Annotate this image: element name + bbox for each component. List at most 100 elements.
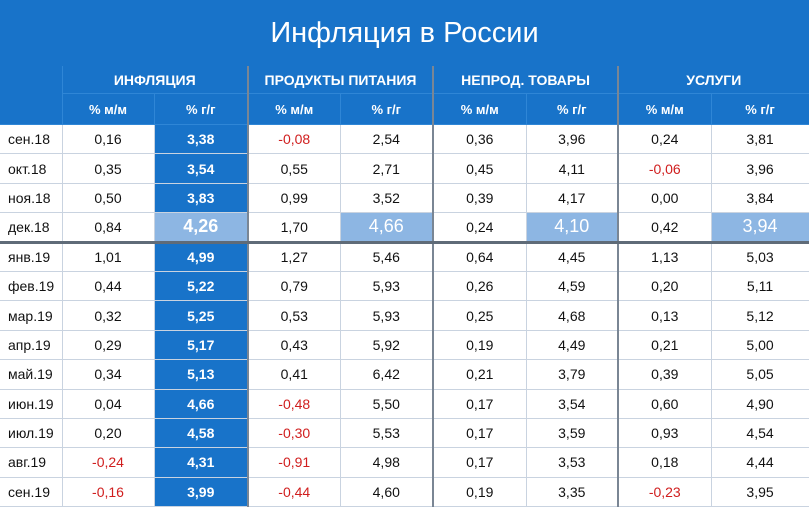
cell-inflation-mm: 0,44 (62, 271, 155, 302)
cell-services-mm: 0,24 (618, 124, 712, 155)
cell-inflation-mm: 0,34 (62, 359, 155, 390)
cell-services-yy: 4,54 (711, 418, 809, 449)
cell-food-mm: 1,27 (248, 242, 341, 272)
table-row: май.19 0,34 5,13 0,41 6,42 0,21 3,79 0,39 5,05 (0, 359, 809, 390)
cell-inflation-yy: 3,54 (154, 153, 250, 184)
cell-nonfood-mm: 0,17 (433, 447, 527, 478)
cell-nonfood-mm: 0,21 (433, 359, 527, 390)
cell-food-yy: 5,46 (340, 242, 435, 272)
cell-services-mm: 0,42 (618, 212, 712, 244)
subheader-mm: % м/м (248, 93, 341, 125)
cell-inflation-mm: 0,50 (62, 183, 155, 214)
cell-nonfood-yy: 4,11 (526, 153, 620, 184)
cell-services-yy: 5,03 (711, 242, 809, 272)
cell-food-yy: 2,54 (340, 124, 435, 155)
cell-services-yy: 5,12 (711, 300, 809, 331)
cell-month-label: дек.18 (0, 212, 63, 244)
table-row: ноя.18 0,50 3,83 0,99 3,52 0,39 4,17 0,00 3,84 (0, 183, 809, 214)
cell-services-mm: 0,39 (618, 359, 712, 390)
cell-nonfood-mm: 0,17 (433, 389, 527, 419)
table-row: июл.19 0,20 4,58 -0,30 5,53 0,17 3,59 0,93 4,54 (0, 418, 809, 449)
cell-month-label: янв.19 (0, 242, 63, 272)
cell-month-label: июн.19 (0, 389, 63, 419)
cell-inflation-yy: 3,83 (154, 183, 250, 214)
cell-inflation-yy: 5,13 (154, 359, 250, 390)
cell-nonfood-yy: 3,35 (526, 477, 620, 507)
cell-services-mm: 0,13 (618, 300, 712, 331)
cell-nonfood-yy: 3,59 (526, 418, 620, 449)
subheader-yy: % г/г (154, 93, 250, 125)
cell-month-label: мар.19 (0, 300, 63, 331)
cell-food-mm: -0,08 (248, 124, 341, 155)
cell-food-mm: 0,41 (248, 359, 341, 390)
cell-month-label: окт.18 (0, 153, 63, 184)
table-row: сен.19 -0,16 3,99 -0,44 4,60 0,19 3,35 -0,23 3,9… (0, 477, 809, 507)
cell-food-mm: -0,30 (248, 418, 341, 449)
page-title: Инфляция в России (0, 0, 809, 66)
cell-food-yy: 5,50 (340, 389, 435, 419)
cell-inflation-yy: 4,58 (154, 418, 250, 449)
cell-services-yy: 3,96 (711, 153, 809, 184)
cell-nonfood-mm: 0,17 (433, 418, 527, 449)
cell-inflation-yy: 5,17 (154, 330, 250, 361)
cell-services-mm: 0,00 (618, 183, 712, 214)
cell-food-yy: 5,53 (340, 418, 435, 449)
cell-month-label: сен.19 (0, 477, 63, 507)
cell-nonfood-mm: 0,39 (433, 183, 527, 214)
cell-month-label: июл.19 (0, 418, 63, 449)
cell-services-mm: 0,18 (618, 447, 712, 478)
group-header-services: УСЛУГИ (618, 66, 809, 94)
cell-services-mm: -0,23 (618, 477, 712, 507)
cell-services-yy: 3,95 (711, 477, 809, 507)
cell-nonfood-mm: 0,19 (433, 477, 527, 507)
group-header-nonfood: НЕПРОД. ТОВАРЫ (433, 66, 620, 94)
cell-food-mm: -0,91 (248, 447, 341, 478)
cell-services-mm: 1,13 (618, 242, 712, 272)
cell-services-yy: 3,94 (711, 212, 809, 244)
cell-services-mm: 0,20 (618, 271, 712, 302)
cell-nonfood-yy: 4,49 (526, 330, 620, 361)
group-header-food: ПРОДУКТЫ ПИТАНИЯ (248, 66, 435, 94)
cell-services-yy: 5,11 (711, 271, 809, 302)
table-row: авг.19 -0,24 4,31 -0,91 4,98 0,17 3,53 0,18 4,44 (0, 447, 809, 478)
cell-month-label: апр.19 (0, 330, 63, 361)
cell-inflation-mm: -0,16 (62, 477, 155, 507)
cell-nonfood-yy: 4,10 (526, 212, 620, 244)
cell-nonfood-mm: 0,19 (433, 330, 527, 361)
cell-nonfood-mm: 0,64 (433, 242, 527, 272)
cell-inflation-mm: -0,24 (62, 447, 155, 478)
cell-inflation-yy: 4,66 (154, 389, 250, 419)
cell-month-label: авг.19 (0, 447, 63, 478)
cell-inflation-yy: 4,26 (154, 212, 250, 244)
cell-services-yy: 5,00 (711, 330, 809, 361)
cell-month-label: ноя.18 (0, 183, 63, 214)
cell-food-mm: 0,55 (248, 153, 341, 184)
cell-food-yy: 4,66 (340, 212, 435, 244)
subheader-yy: % г/г (711, 93, 809, 125)
table-row: апр.19 0,29 5,17 0,43 5,92 0,19 4,49 0,21 5,00 (0, 330, 809, 361)
cell-services-yy: 4,90 (711, 389, 809, 419)
cell-food-mm: 0,43 (248, 330, 341, 361)
cell-inflation-mm: 0,04 (62, 389, 155, 419)
cell-food-mm: -0,48 (248, 389, 341, 419)
table-row: дек.18 0,84 4,26 1,70 4,66 0,24 4,10 0,42 3,94 (0, 212, 809, 244)
subheader-mm: % м/м (618, 93, 712, 125)
inflation-table: ИНФЛЯЦИЯ ПРОДУКТЫ ПИТАНИЯ НЕПРОД. ТОВАРЫ… (0, 66, 809, 507)
cell-nonfood-mm: 0,25 (433, 300, 527, 331)
cell-food-mm: -0,44 (248, 477, 341, 507)
cell-nonfood-yy: 3,96 (526, 124, 620, 155)
cell-food-yy: 3,52 (340, 183, 435, 214)
cell-inflation-yy: 4,31 (154, 447, 250, 478)
subheader-mm: % м/м (433, 93, 527, 125)
cell-food-mm: 0,99 (248, 183, 341, 214)
cell-inflation-mm: 1,01 (62, 242, 155, 272)
cell-inflation-yy: 4,99 (154, 242, 250, 272)
group-header-inflation: ИНФЛЯЦИЯ (62, 66, 250, 94)
cell-nonfood-mm: 0,36 (433, 124, 527, 155)
table-row: янв.19 1,01 4,99 1,27 5,46 0,64 4,45 1,13 5,03 (0, 242, 809, 272)
cell-nonfood-mm: 0,26 (433, 271, 527, 302)
cell-inflation-mm: 0,29 (62, 330, 155, 361)
cell-inflation-mm: 0,84 (62, 212, 155, 244)
subheader-mm: % м/м (62, 93, 155, 125)
cell-services-mm: 0,93 (618, 418, 712, 449)
